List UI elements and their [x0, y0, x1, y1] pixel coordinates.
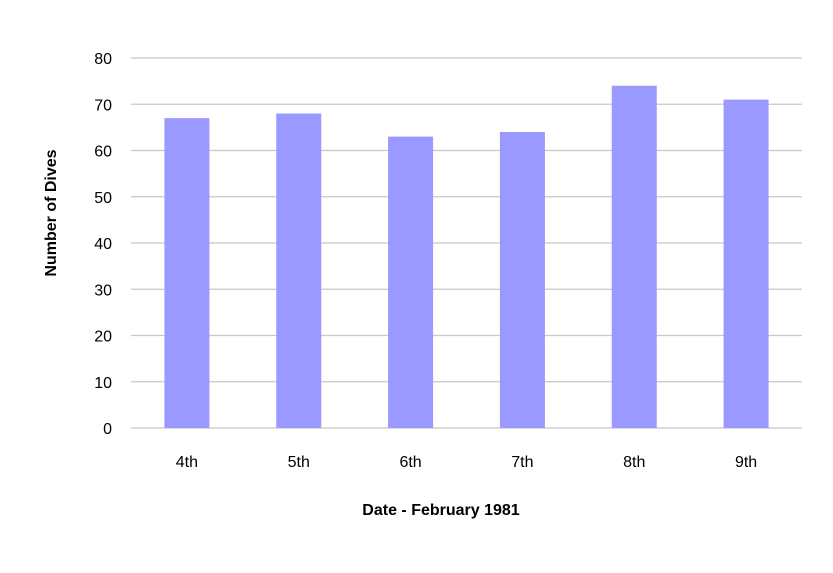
y-axis-ticks: 0 10 20 30 40 50 60 70 80: [94, 51, 112, 438]
y-tick-label: 20: [94, 329, 112, 346]
bar-4th: [164, 118, 210, 428]
bar-5th: [276, 113, 322, 428]
y-axis-title: Number of Dives: [43, 149, 60, 276]
x-axis-ticks: 4th 5th 6th 7th 8th 9th: [176, 454, 757, 471]
x-tick-label: 7th: [511, 454, 533, 471]
x-tick-label: 8th: [623, 454, 645, 471]
x-tick-label: 4th: [176, 454, 198, 471]
gridlines: [131, 57, 802, 429]
bar-6th: [388, 136, 434, 428]
y-tick-label: 10: [94, 375, 112, 392]
bar-8th: [611, 85, 657, 428]
y-tick-label: 60: [94, 144, 112, 161]
y-tick-label: 70: [94, 97, 112, 114]
y-tick-label: 30: [94, 282, 112, 299]
bar-9th: [723, 99, 769, 428]
x-tick-label: 6th: [399, 454, 421, 471]
y-tick-label: 50: [94, 190, 112, 207]
x-tick-label: 5th: [288, 454, 310, 471]
y-tick-label: 40: [94, 236, 112, 253]
x-tick-label: 9th: [735, 454, 757, 471]
y-tick-label: 80: [94, 51, 112, 68]
bar-7th: [499, 132, 545, 428]
y-tick-label: 0: [103, 421, 112, 438]
x-axis-title: Date - February 1981: [362, 502, 520, 519]
bars: [164, 85, 769, 428]
